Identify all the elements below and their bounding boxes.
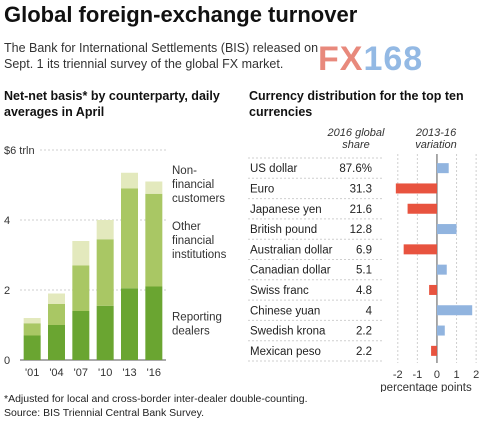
- bar-segment: [121, 188, 138, 289]
- footnote-block: *Adjusted for local and cross-border int…: [4, 392, 308, 420]
- page-title: Global foreign-exchange turnover: [4, 2, 358, 27]
- bar-segment: [96, 239, 114, 306]
- y-tick-label: 0: [4, 355, 10, 367]
- bar-segment: [121, 288, 138, 360]
- share-value: 2.2: [356, 326, 372, 338]
- currency-label: Euro: [250, 183, 274, 195]
- legend-label: institutions: [172, 249, 227, 261]
- bar-segment: [96, 220, 114, 240]
- variation-bar: [395, 183, 437, 194]
- share-column-header: 2016 global: [327, 127, 385, 139]
- bar-segment: [145, 286, 163, 360]
- x-tick-label: '10: [98, 367, 112, 379]
- share-value: 21.6: [350, 204, 372, 216]
- legend-label: dealers: [172, 325, 210, 337]
- x-tick-label: 1: [453, 369, 459, 381]
- turnover-chart-title: Net-net basis* by counterparty, daily av…: [4, 89, 220, 119]
- variation-bar: [403, 244, 437, 255]
- share-value: 87.6%: [339, 163, 372, 175]
- x-tick-label: -1: [412, 369, 422, 381]
- share-value: 4.8: [356, 285, 372, 297]
- y-tick-label: 2: [4, 285, 10, 297]
- share-value: 12.8: [350, 224, 372, 236]
- share-value: 2.2: [356, 346, 372, 358]
- variation-column-header: 2013-16: [415, 127, 457, 139]
- x-axis-title: percentage points: [380, 382, 472, 392]
- logo-num: 168: [363, 40, 424, 78]
- x-tick-label: '07: [74, 367, 88, 379]
- x-tick-label: '04: [49, 367, 63, 379]
- currency-label: Australian dollar: [250, 244, 333, 256]
- currency-label: Japanese yen: [250, 204, 322, 216]
- currency-chart-title: Currency distribution for the top ten cu…: [249, 89, 464, 119]
- variation-column-header: variation: [415, 139, 457, 151]
- legend-label: financial: [172, 235, 214, 247]
- turnover-stacked-bar-chart: 0 2 4 $6 trln '01 '04 '07 '10 '13 '16 Non-financia…: [4, 145, 227, 379]
- currency-label: Swedish krona: [250, 326, 326, 338]
- currency-label: Mexican peso: [250, 346, 321, 358]
- variation-bar: [436, 305, 473, 316]
- legend-label: Other: [172, 221, 201, 233]
- currency-label: Chinese yuan: [250, 305, 320, 317]
- bar-segment: [121, 172, 138, 189]
- variation-bar: [436, 163, 449, 174]
- variation-bar: [431, 345, 437, 356]
- bar-segment: [145, 181, 163, 194]
- share-value: 31.3: [350, 183, 372, 195]
- legend-label: customers: [172, 193, 225, 205]
- bar-segment: [96, 305, 114, 360]
- x-tick-label: -2: [393, 369, 403, 381]
- source-note: Source: BIS Triennial Central Bank Surve…: [4, 407, 204, 419]
- currency-label: US dollar: [250, 163, 297, 175]
- share-value: 6.9: [356, 244, 372, 256]
- x-tick-label: 2: [473, 369, 479, 381]
- variation-bar: [436, 224, 457, 235]
- currency-label: Canadian dollar: [250, 265, 331, 277]
- y-tick-label: 4: [4, 215, 10, 227]
- logo-fx: FX: [318, 40, 364, 78]
- x-tick-label: '01: [25, 367, 39, 379]
- legend-label: Reporting: [172, 311, 222, 323]
- bar-segment: [48, 304, 65, 325]
- bar-segment: [23, 318, 41, 324]
- x-tick-label: '13: [122, 367, 136, 379]
- bar-segment: [145, 193, 163, 287]
- variation-bar: [429, 284, 437, 295]
- bar-segment: [23, 323, 41, 336]
- variation-bar: [407, 203, 437, 214]
- bar-segment: [72, 265, 90, 311]
- share-value: 5.1: [356, 265, 372, 277]
- bar-segment: [48, 325, 65, 360]
- share-column-header: share: [342, 139, 370, 151]
- legend-label: financial: [172, 179, 214, 191]
- currency-label: British pound: [250, 224, 317, 236]
- x-tick-label: 0: [434, 369, 440, 381]
- fx168-logo: FX168: [318, 40, 423, 79]
- y-tick-label: $6 trln: [4, 145, 35, 157]
- subtitle: The Bank for International Settlements (…: [4, 41, 319, 71]
- currency-label: Swiss franc: [250, 285, 309, 297]
- legend-label: Non-: [172, 165, 197, 177]
- bar-segment: [72, 241, 90, 266]
- x-tick-label: '16: [147, 367, 161, 379]
- bar-segment: [23, 335, 41, 360]
- share-value: 4: [366, 305, 373, 317]
- variation-bar: [436, 264, 447, 275]
- bar-segment: [48, 293, 65, 304]
- variation-bar: [436, 325, 445, 336]
- footnote: *Adjusted for local and cross-border int…: [4, 393, 308, 405]
- bar-segment: [72, 311, 90, 360]
